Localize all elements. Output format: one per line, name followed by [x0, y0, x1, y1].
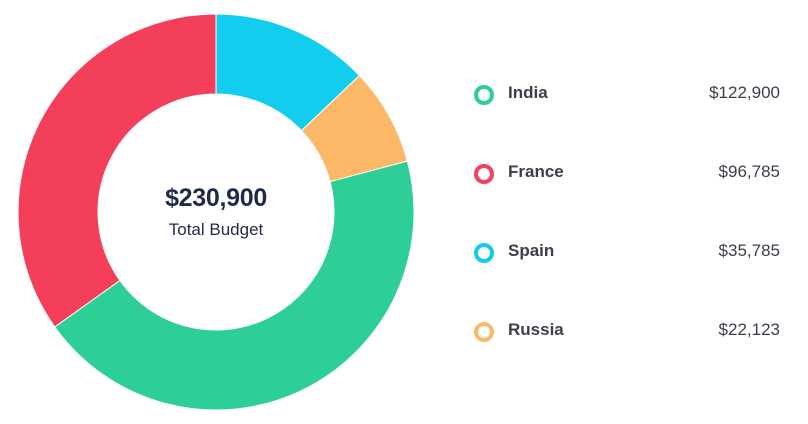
- donut-slice-india[interactable]: [54, 160, 415, 411]
- center-caption: Total Budget: [168, 220, 264, 239]
- legend-item-russia[interactable]: Russia $22,123: [470, 317, 780, 347]
- center-total: $230,900: [165, 184, 267, 212]
- legend-label-spain: Spain: [508, 241, 555, 260]
- legend-item-india[interactable]: India $122,900: [470, 80, 780, 110]
- legend-label-france: France: [508, 162, 564, 181]
- legend-value-russia: $22,123: [718, 320, 780, 339]
- legend-item-france[interactable]: France $96,785: [470, 159, 780, 189]
- legend: India $122,900 France $96,785 Spain $35,…: [470, 0, 790, 424]
- legend-value-spain: $35,785: [718, 241, 780, 260]
- donut-slice-france[interactable]: [17, 13, 217, 328]
- legend-marker-france: [474, 164, 494, 184]
- legend-value-india: $122,900: [709, 83, 780, 102]
- legend-marker-india: [474, 85, 494, 105]
- legend-label-russia: Russia: [508, 320, 564, 339]
- legend-value-france: $96,785: [718, 162, 780, 181]
- legend-label-india: India: [508, 83, 548, 102]
- donut-chart-svg: [17, 13, 415, 411]
- legend-marker-spain: [474, 243, 494, 263]
- legend-item-spain[interactable]: Spain $35,785: [470, 238, 780, 268]
- legend-marker-russia: [474, 322, 494, 342]
- donut-chart: $230,900 Total Budget: [17, 13, 415, 411]
